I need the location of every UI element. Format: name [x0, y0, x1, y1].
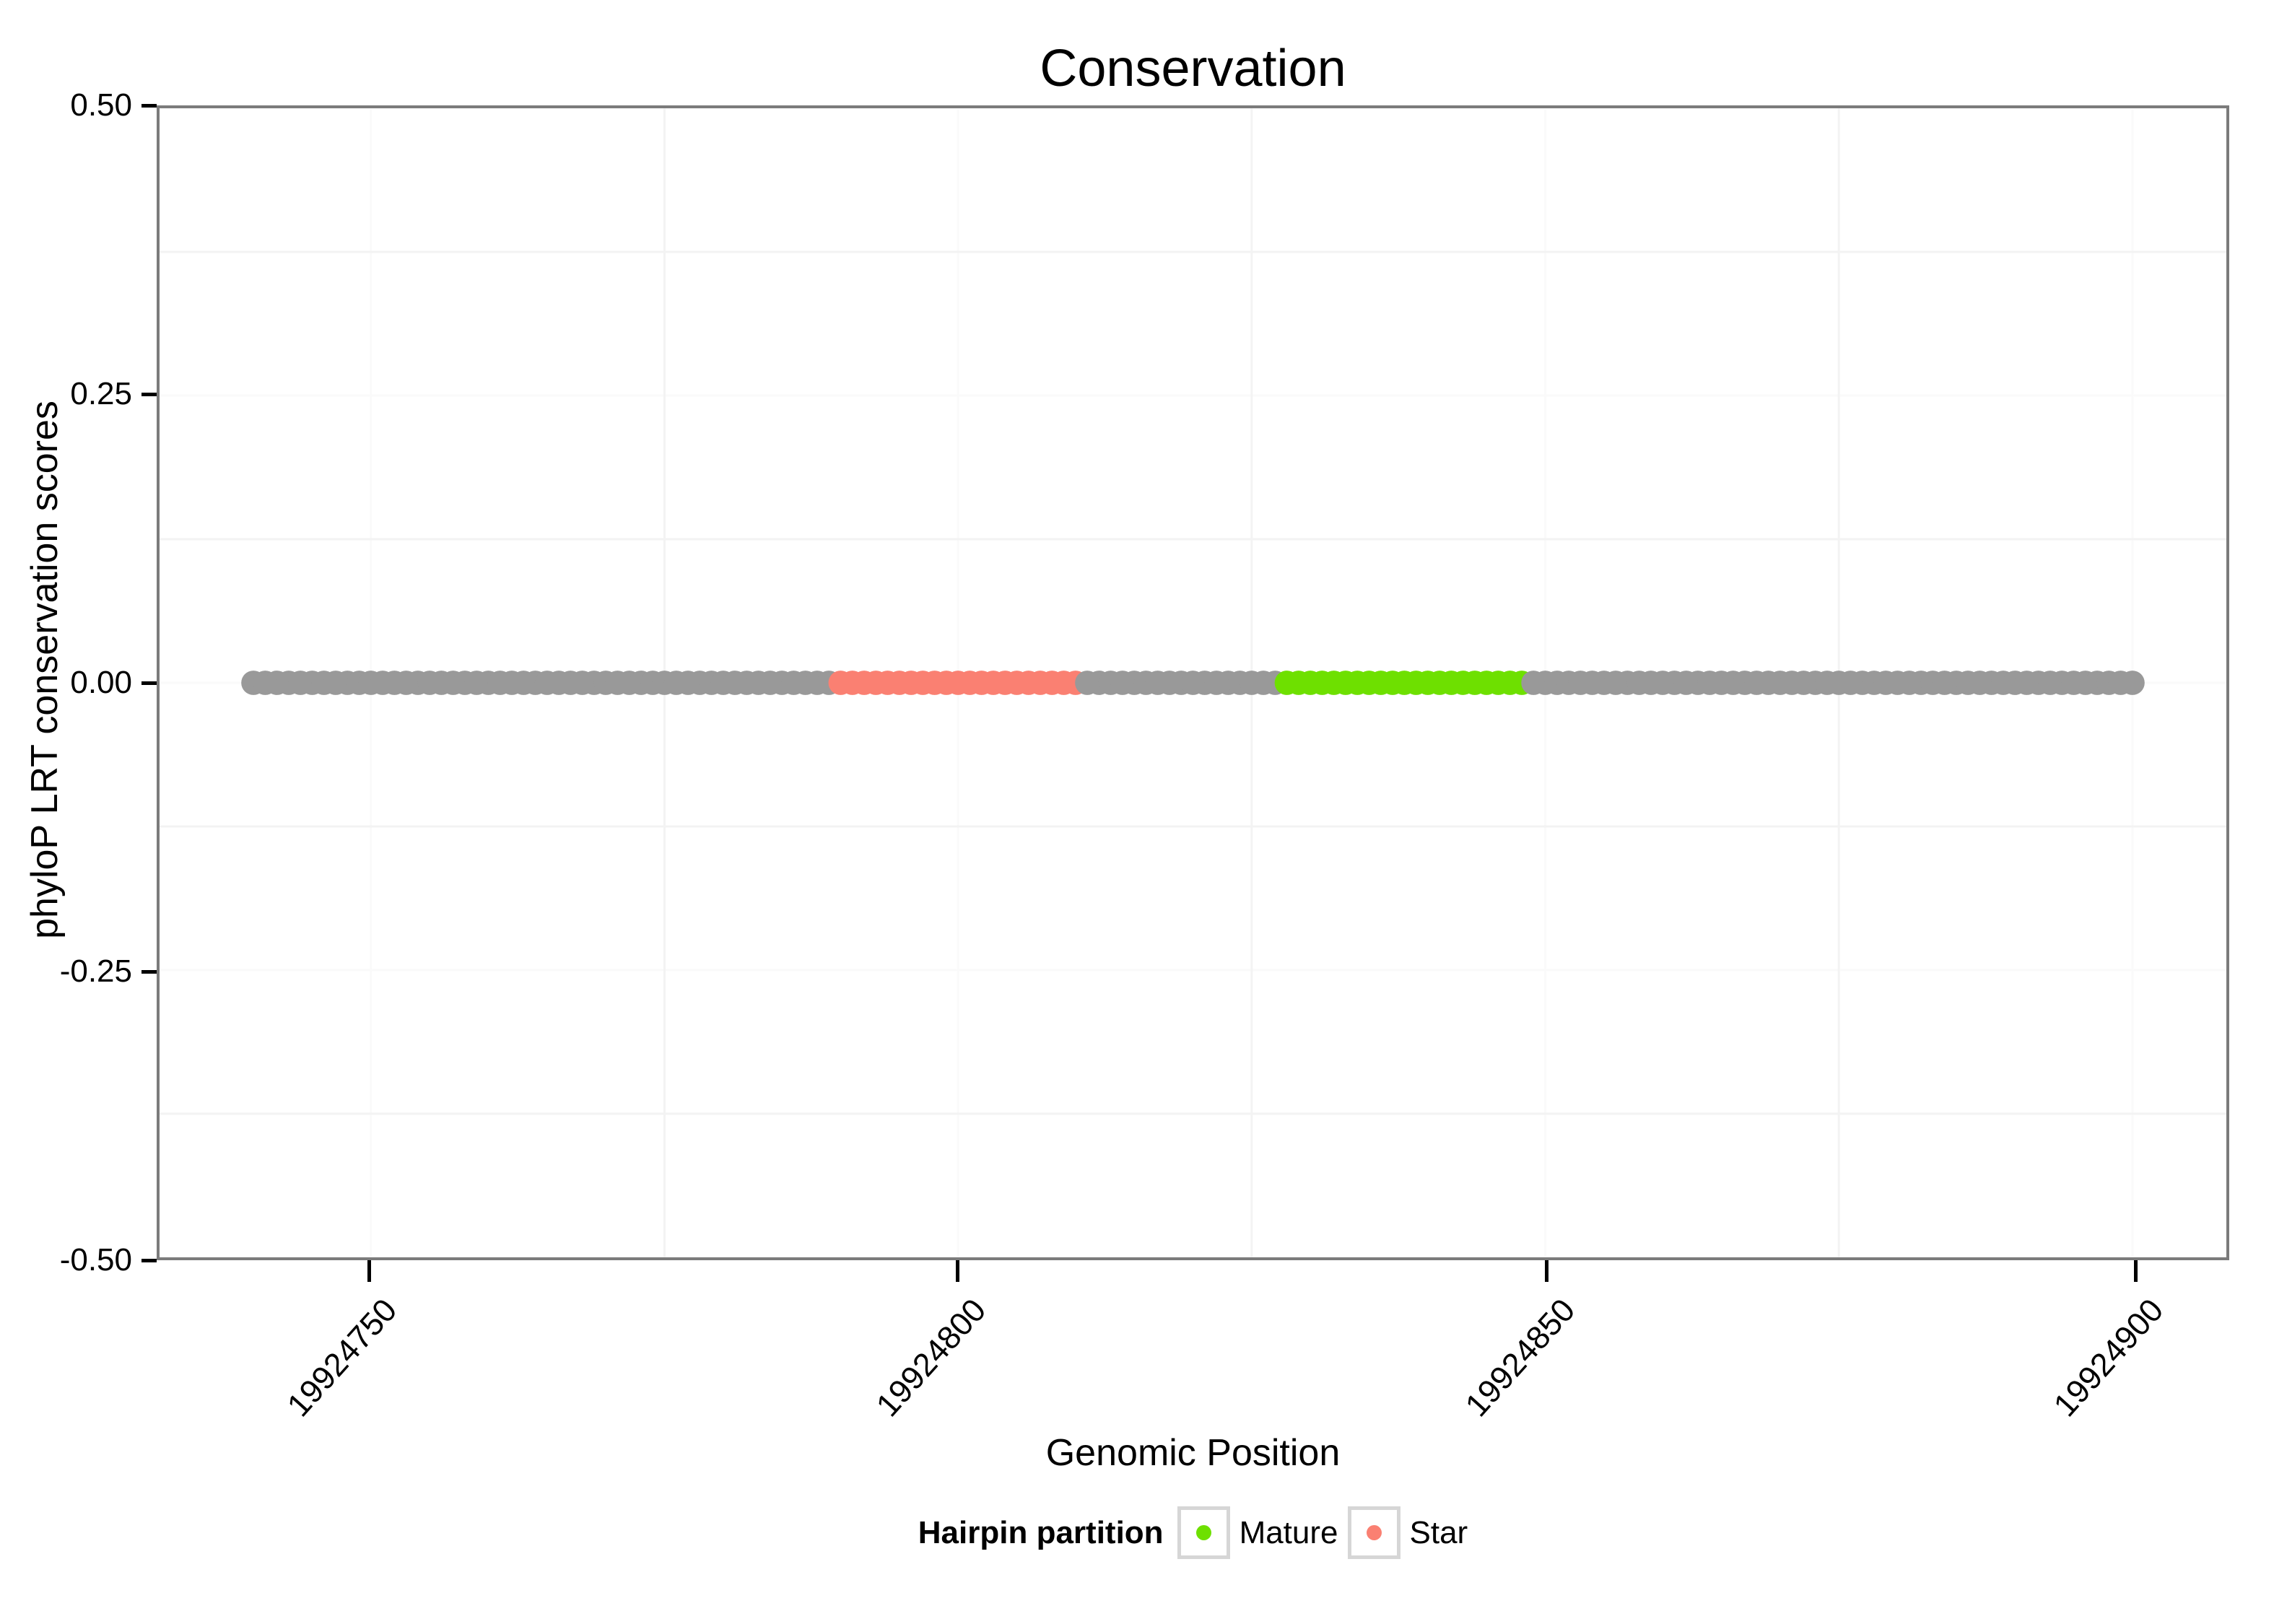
scatter-point-flank: [2120, 671, 2145, 695]
y-tick-label: -0.25: [59, 953, 132, 989]
plot-area: [160, 108, 2226, 1257]
x-tick-label: 19924800: [868, 1291, 993, 1424]
mature-point-icon: [1195, 1525, 1211, 1540]
star-point-icon: [1366, 1525, 1382, 1540]
x-tick-label: 19924900: [2046, 1291, 2171, 1424]
plot-panel: [157, 105, 2229, 1260]
x-axis-title: Genomic Position: [1045, 1432, 1341, 1474]
x-tick-label: 19924750: [279, 1291, 404, 1424]
legend: Hairpin partition Mature Star: [157, 1506, 2229, 1559]
legend-label-mature: Mature: [1239, 1514, 1338, 1550]
y-axis-tick: [141, 970, 157, 974]
x-axis-tick: [1544, 1260, 1548, 1282]
legend-key-star: [1347, 1506, 1400, 1559]
x-axis-tick: [956, 1260, 960, 1282]
x-axis-tick: [2133, 1260, 2138, 1282]
y-axis-tick: [141, 104, 157, 108]
chart-title: Conservation: [1040, 40, 1346, 97]
y-axis-tick: [141, 681, 157, 685]
y-axis-tick: [141, 393, 157, 396]
y-axis-title: phyloP LRT conservation scores: [24, 401, 66, 939]
legend-key-mature: [1177, 1506, 1230, 1559]
x-tick-label: 19924850: [1458, 1291, 1582, 1424]
x-axis-tick: [367, 1260, 371, 1282]
y-tick-label: 0.00: [70, 665, 132, 700]
y-tick-label: -0.50: [59, 1242, 132, 1278]
y-tick-label: 0.50: [70, 87, 132, 123]
y-tick-label: 0.25: [70, 376, 132, 411]
y-axis-tick: [141, 1259, 157, 1262]
legend-label-star: Star: [1409, 1514, 1468, 1550]
legend-title: Hairpin partition: [918, 1514, 1164, 1550]
